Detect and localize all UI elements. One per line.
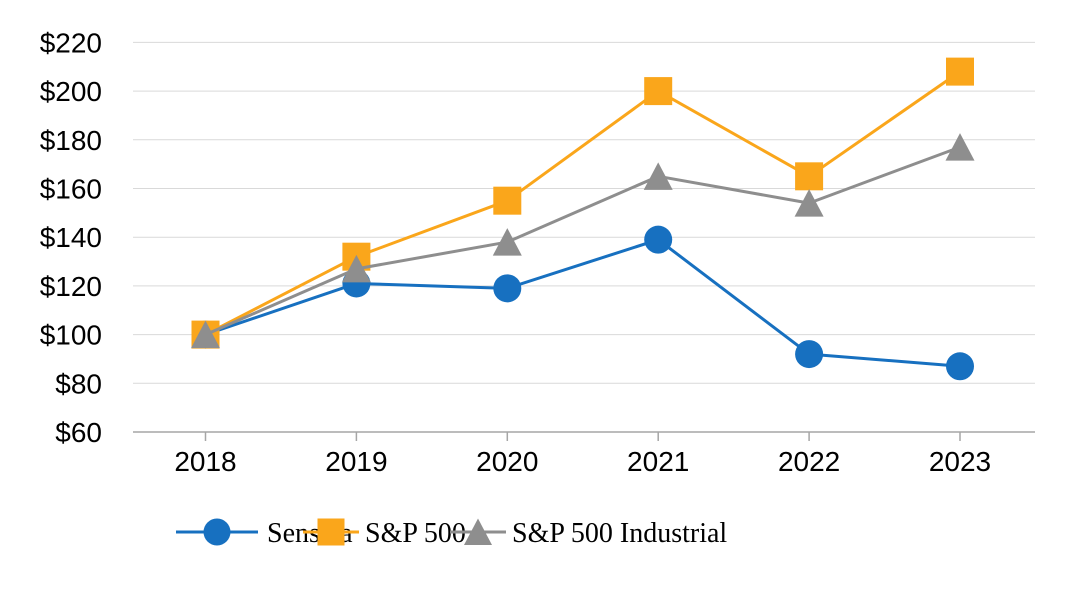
y-tick-label: $60 bbox=[55, 417, 102, 448]
series-line bbox=[204, 145, 962, 337]
legend-label: S&P 500 Industrial bbox=[512, 518, 727, 549]
x-tick-label: 2022 bbox=[778, 446, 840, 477]
data-point-marker bbox=[795, 340, 824, 369]
x-tick-label: 2018 bbox=[174, 446, 236, 477]
x-tick-label: 2021 bbox=[627, 446, 689, 477]
y-tick-label: $180 bbox=[40, 125, 102, 156]
legend-item-s-p-500: S&P 500 bbox=[303, 518, 466, 549]
data-point-marker bbox=[946, 352, 974, 381]
legend-marker-triangle bbox=[464, 518, 492, 545]
y-tick-label: $220 bbox=[40, 27, 102, 58]
data-point-marker bbox=[341, 254, 371, 283]
y-tick-label: $140 bbox=[40, 222, 102, 253]
data-point-marker bbox=[191, 320, 220, 349]
legend: Sensata S&P 500 S&P 500 Industrial bbox=[176, 518, 727, 549]
data-point-marker bbox=[493, 186, 522, 215]
y-tick-label: $100 bbox=[40, 320, 102, 351]
x-axis: 2018 2019 2020 2021 2022 2023 bbox=[174, 432, 991, 477]
y-axis-labels: $220 $200 $180 $160 $140 $120 $100 $80 $60 bbox=[40, 27, 102, 448]
series-sensata bbox=[191, 225, 974, 381]
data-point-marker bbox=[945, 133, 975, 161]
x-tick-label: 2020 bbox=[476, 446, 538, 477]
data-point-marker bbox=[946, 57, 974, 86]
legend-item-s-p-500-industrial: S&P 500 Industrial bbox=[450, 518, 727, 549]
data-point-marker bbox=[795, 162, 824, 191]
data-point-marker bbox=[643, 162, 673, 190]
y-tick-label: $80 bbox=[55, 368, 102, 399]
data-point-marker bbox=[492, 228, 522, 256]
legend-marker-square bbox=[317, 518, 345, 546]
y-tick-label: $120 bbox=[40, 271, 102, 302]
data-point-marker bbox=[644, 77, 673, 106]
y-tick-label: $160 bbox=[40, 174, 102, 205]
legend-marker-circle bbox=[203, 518, 231, 546]
series-s-p-500-industrial bbox=[191, 133, 975, 349]
x-tick-label: 2019 bbox=[325, 446, 387, 477]
series-line bbox=[204, 238, 962, 368]
series-line bbox=[204, 70, 962, 337]
gridlines bbox=[133, 41, 1035, 433]
y-tick-label: $200 bbox=[40, 76, 102, 107]
x-tick-label: 2023 bbox=[929, 446, 991, 477]
series-s-p-500 bbox=[191, 57, 974, 349]
data-point-marker bbox=[493, 274, 522, 303]
data-point-marker bbox=[794, 189, 824, 217]
data-point-marker bbox=[644, 225, 673, 254]
legend-label: S&P 500 bbox=[365, 518, 466, 549]
